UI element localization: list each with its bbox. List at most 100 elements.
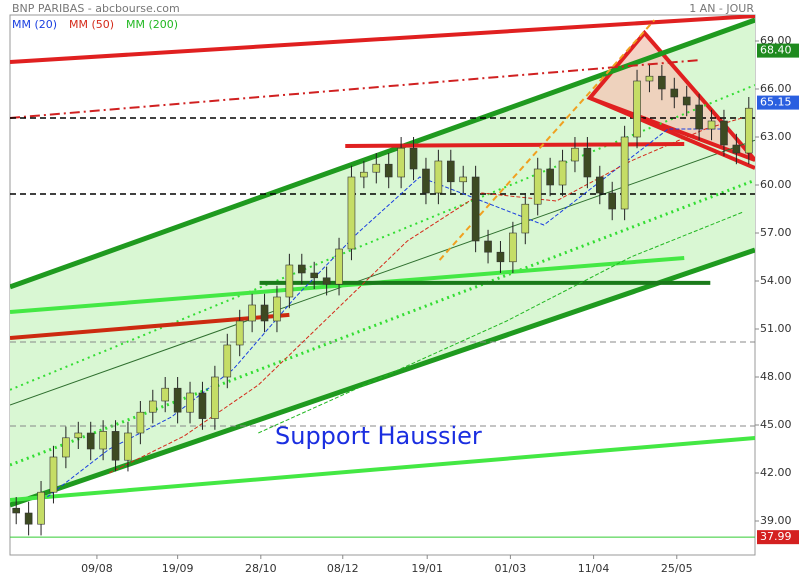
candle-body <box>633 80 641 138</box>
legend-entry: MM (200) <box>126 18 178 31</box>
candle-body <box>459 176 468 183</box>
price-tag-label: 37.99 <box>760 530 792 543</box>
candle-body <box>695 104 703 130</box>
x-tick-label: 08/12 <box>327 562 359 575</box>
candle-body <box>558 160 567 186</box>
trendline <box>10 84 755 391</box>
candle-body <box>310 272 319 279</box>
candle-body <box>49 456 58 493</box>
x-tick-label: 01/03 <box>495 562 527 575</box>
candle-body <box>707 120 716 130</box>
candle-body <box>148 400 157 413</box>
x-tick-label: 19/01 <box>411 562 443 575</box>
candle-body <box>384 163 393 178</box>
y-tick-label: 63.00 <box>760 130 792 143</box>
price-tag <box>757 43 799 58</box>
price-tag-label: 65.15 <box>760 96 792 109</box>
candle-body <box>198 392 207 419</box>
candle-body <box>211 376 219 419</box>
candle-body <box>732 144 741 154</box>
y-tick-label: 66.00 <box>760 82 792 95</box>
candle-body <box>720 120 728 146</box>
candle-body <box>124 432 132 461</box>
trendline <box>10 59 700 119</box>
candle-body <box>111 431 120 461</box>
candle-body <box>620 136 629 210</box>
candle-body <box>658 75 666 90</box>
price-tag <box>757 95 799 110</box>
candle-body <box>136 411 145 434</box>
candle-body <box>409 147 418 170</box>
candle-body <box>24 512 33 525</box>
candle-body <box>496 251 505 263</box>
x-tick-label: 25/05 <box>661 562 693 575</box>
candle-body <box>99 431 107 450</box>
y-tick-label: 57.00 <box>760 226 792 239</box>
candle-body <box>583 147 592 178</box>
candle-body <box>397 147 405 178</box>
candle-body <box>360 171 368 178</box>
candle-body <box>571 147 579 162</box>
annotation: Support Haussier <box>275 422 482 450</box>
candle-body <box>347 176 356 250</box>
channel-fill <box>10 20 755 505</box>
candle-body <box>235 320 244 346</box>
trendline <box>10 17 755 290</box>
trendline <box>10 139 755 406</box>
candle-body <box>471 176 480 242</box>
y-tick-label: 42.00 <box>760 466 792 479</box>
trendline <box>10 312 290 340</box>
candle-body <box>173 387 182 413</box>
candle-body <box>74 432 83 439</box>
candle-body <box>223 344 232 378</box>
candle-body <box>260 304 269 322</box>
candle-body <box>285 264 294 298</box>
candle-body <box>161 387 170 402</box>
x-tick-label: 09/08 <box>81 562 113 575</box>
moving-average <box>258 211 743 434</box>
y-tick-label: 51.00 <box>760 322 792 335</box>
trendline <box>589 96 755 170</box>
moving-average <box>109 117 743 474</box>
candle-body <box>12 507 21 514</box>
chart-title: BNP PARIBAS - abcbourse.com <box>12 2 180 15</box>
y-tick-label: 54.00 <box>760 274 792 287</box>
trendline <box>10 178 755 467</box>
candle-body <box>446 160 455 183</box>
candle-body <box>595 176 604 194</box>
price-tag <box>757 530 799 545</box>
candle-body <box>509 232 517 263</box>
candle-body <box>533 168 542 205</box>
candle-body <box>546 168 554 186</box>
candle-body <box>682 96 691 106</box>
x-tick-label: 19/09 <box>162 562 194 575</box>
candle-body <box>273 296 281 322</box>
moving-average <box>46 128 731 498</box>
candle-body <box>670 88 679 98</box>
candle-body <box>645 75 654 82</box>
y-tick-label: 39.00 <box>760 514 792 527</box>
x-tick-label: 11/04 <box>578 562 610 575</box>
candle-body <box>297 264 306 274</box>
candle-body <box>422 168 430 194</box>
legend-entry: MM (50) <box>69 18 114 31</box>
candle-body <box>186 392 194 413</box>
candle-body <box>37 491 45 525</box>
y-tick-label: 48.00 <box>760 370 792 383</box>
plot-content <box>10 15 755 538</box>
trendline <box>10 255 685 315</box>
candle-body <box>372 163 381 173</box>
trendline <box>10 15 755 64</box>
x-tick-label: 28/10 <box>245 562 277 575</box>
trendline <box>345 142 685 148</box>
price-tag-label: 68.40 <box>760 44 792 57</box>
candle-body <box>62 437 70 458</box>
candle-body <box>521 203 530 234</box>
candle-body <box>322 277 331 285</box>
trendline <box>10 247 755 508</box>
period-label: 1 AN - JOUR <box>689 2 754 15</box>
legend-entry: MM (20) <box>12 18 57 31</box>
candle-body <box>608 192 617 210</box>
candle-body <box>86 432 95 450</box>
